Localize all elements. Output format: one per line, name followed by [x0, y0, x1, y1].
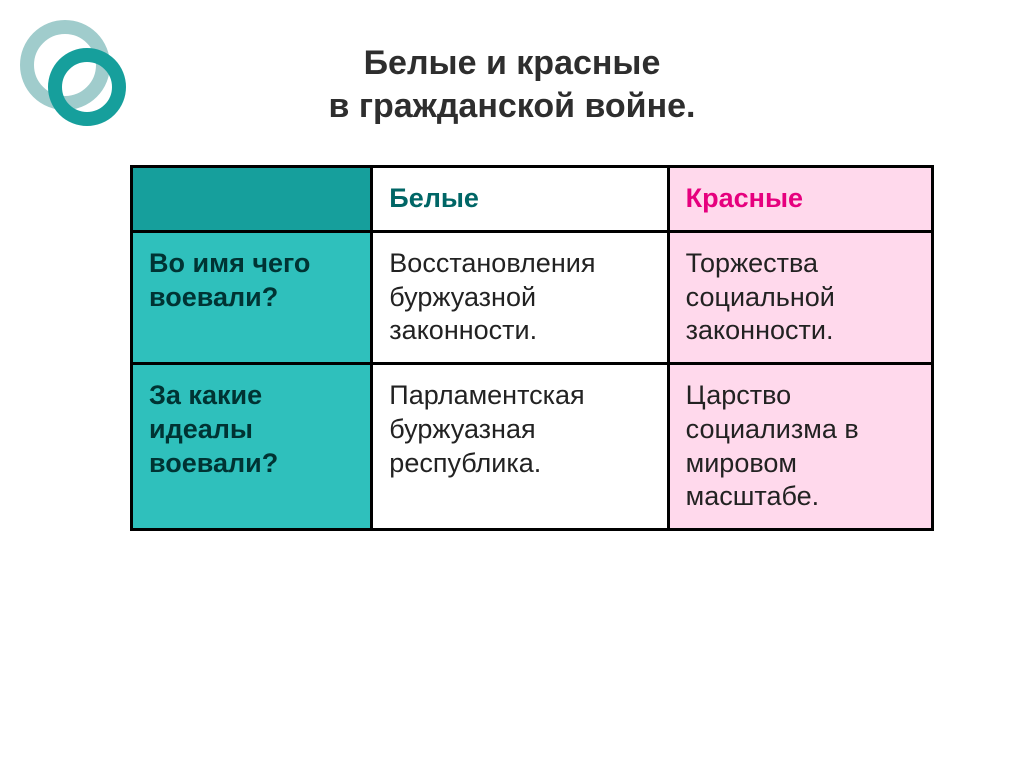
slide-corner-decoration: [20, 20, 130, 130]
slide-title: Белые и красные в гражданской войне.: [0, 0, 1024, 127]
comparison-table: Белые Красные Во имя чего воевали? Восст…: [130, 165, 934, 531]
row-whites: Восстановления буржуазной законности.: [372, 231, 668, 363]
row-reds: Торжества социальной законности.: [668, 231, 932, 363]
table-row: Во имя чего воевали? Восстановления бурж…: [132, 231, 933, 363]
title-line-2: в гражданской войне.: [329, 87, 696, 125]
table-header-row: Белые Красные: [132, 167, 933, 232]
header-reds: Красные: [668, 167, 932, 232]
title-line-1: Белые и красные: [364, 44, 661, 82]
row-question: За какие идеалы воевали?: [132, 364, 372, 530]
ring-inner-icon: [48, 48, 126, 126]
row-question: Во имя чего воевали?: [132, 231, 372, 363]
table-row: За какие идеалы воевали? Парламентская б…: [132, 364, 933, 530]
comparison-table-wrap: Белые Красные Во имя чего воевали? Восст…: [130, 165, 934, 531]
row-whites: Парламентская буржуазная республика.: [372, 364, 668, 530]
row-reds: Царство социализма в мировом масштабе.: [668, 364, 932, 530]
header-empty: [132, 167, 372, 232]
header-whites: Белые: [372, 167, 668, 232]
